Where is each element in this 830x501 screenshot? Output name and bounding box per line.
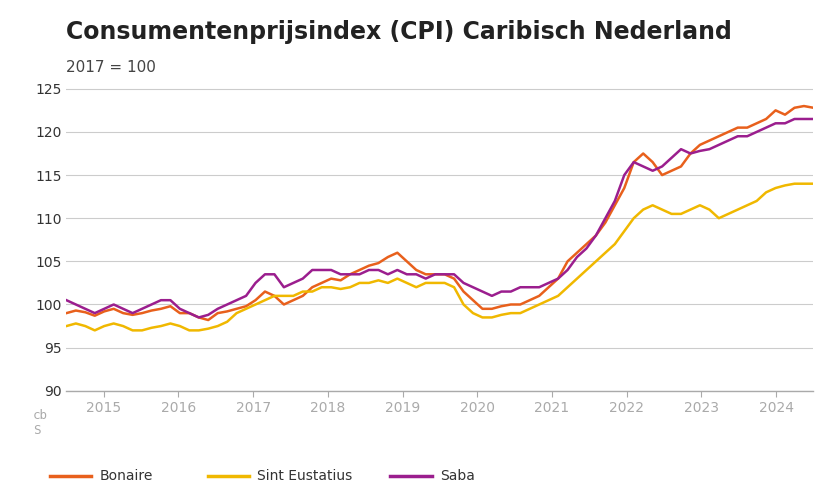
- Text: 2017 = 100: 2017 = 100: [66, 60, 156, 75]
- Text: cb
S: cb S: [33, 409, 48, 437]
- Text: Sint Eustatius: Sint Eustatius: [257, 469, 353, 483]
- Text: Consumentenprijsindex (CPI) Caribisch Nederland: Consumentenprijsindex (CPI) Caribisch Ne…: [66, 20, 732, 44]
- Text: Saba: Saba: [440, 469, 475, 483]
- Text: Bonaire: Bonaire: [100, 469, 153, 483]
